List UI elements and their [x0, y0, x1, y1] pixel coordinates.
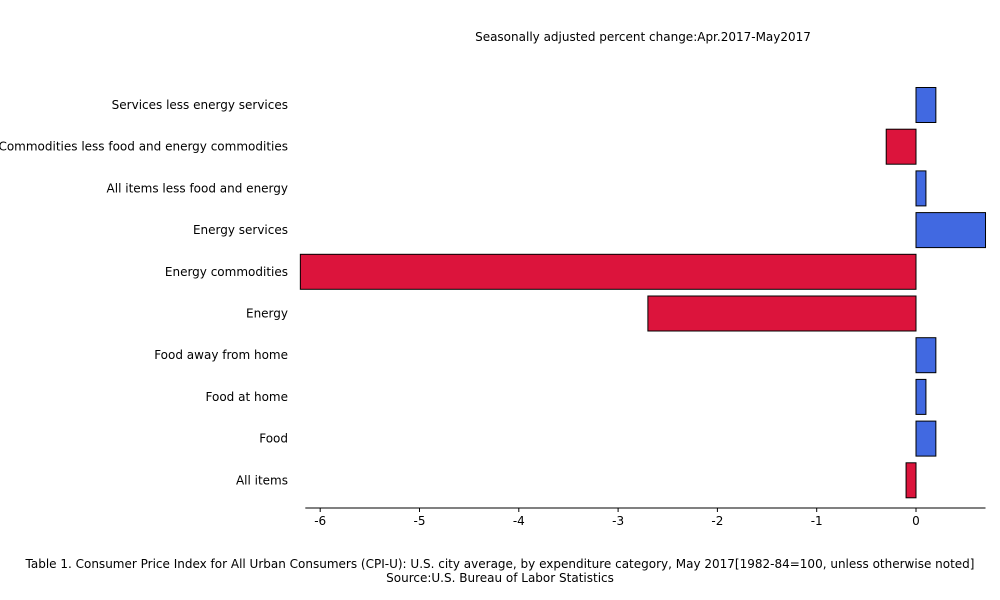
- chart-title: Seasonally adjusted percent change:Apr.2…: [475, 30, 811, 44]
- category-label-food-at-home: Food at home: [206, 390, 288, 404]
- bar-all-items: [905, 462, 917, 499]
- category-label-all-items: All items: [236, 473, 288, 487]
- bars-layer: [299, 87, 987, 499]
- bar-food: [915, 420, 937, 457]
- bar-food-at-home: [915, 378, 927, 415]
- bar-energy-commodities: [299, 253, 917, 290]
- caption-table-title: Table 1. Consumer Price Index for All Ur…: [25, 557, 975, 571]
- caption-source: Source:U.S. Bureau of Labor Statistics: [386, 571, 614, 585]
- x-tick-label: -6: [314, 514, 326, 528]
- category-label-energy: Energy: [246, 307, 288, 321]
- x-tick-label: -2: [711, 514, 723, 528]
- category-label-all-items-less-food-and-energy: All items less food and energy: [107, 181, 288, 195]
- category-label-commodities-less-food-and-energy-commodities: Commodities less food and energy commodi…: [0, 140, 288, 154]
- bar-all-items-less-food-and-energy: [915, 170, 927, 207]
- chart-caption: Table 1. Consumer Price Index for All Ur…: [0, 557, 1000, 585]
- x-tick-label: -4: [513, 514, 525, 528]
- x-axis: -6 -5 -4 -3 -2 -1 0: [305, 507, 986, 528]
- category-label-food: Food: [259, 432, 288, 446]
- bar-commodities-less-food-and-energy-commodities: [885, 128, 917, 165]
- x-tick-label: -5: [414, 514, 426, 528]
- bar-chart: Services less energy services Commodities…: [0, 87, 987, 528]
- x-tick-label: 0: [912, 514, 920, 528]
- bar-energy-services: [915, 212, 987, 249]
- bar-energy: [647, 295, 917, 332]
- x-tick-label: -3: [612, 514, 624, 528]
- category-label-services-less-energy-services: Services less energy services: [112, 98, 288, 112]
- bar-services-less-energy-services: [915, 87, 937, 123]
- category-labels: Services less energy services Commodities…: [0, 98, 288, 487]
- x-tick-label: -1: [811, 514, 823, 528]
- category-label-energy-services: Energy services: [193, 223, 288, 237]
- category-label-energy-commodities: Energy commodities: [165, 265, 288, 279]
- category-label-food-away-from-home: Food away from home: [154, 348, 288, 362]
- bar-food-away-from-home: [915, 337, 937, 374]
